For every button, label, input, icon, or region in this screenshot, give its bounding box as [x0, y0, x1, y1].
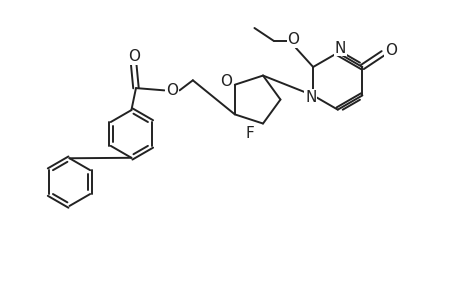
Text: O: O	[166, 83, 178, 98]
Text: O: O	[220, 74, 232, 89]
Text: N: N	[334, 41, 345, 56]
Text: N: N	[304, 90, 316, 105]
Text: F: F	[245, 126, 254, 141]
Text: O: O	[128, 49, 140, 64]
Text: O: O	[384, 43, 396, 58]
Text: O: O	[287, 32, 299, 47]
